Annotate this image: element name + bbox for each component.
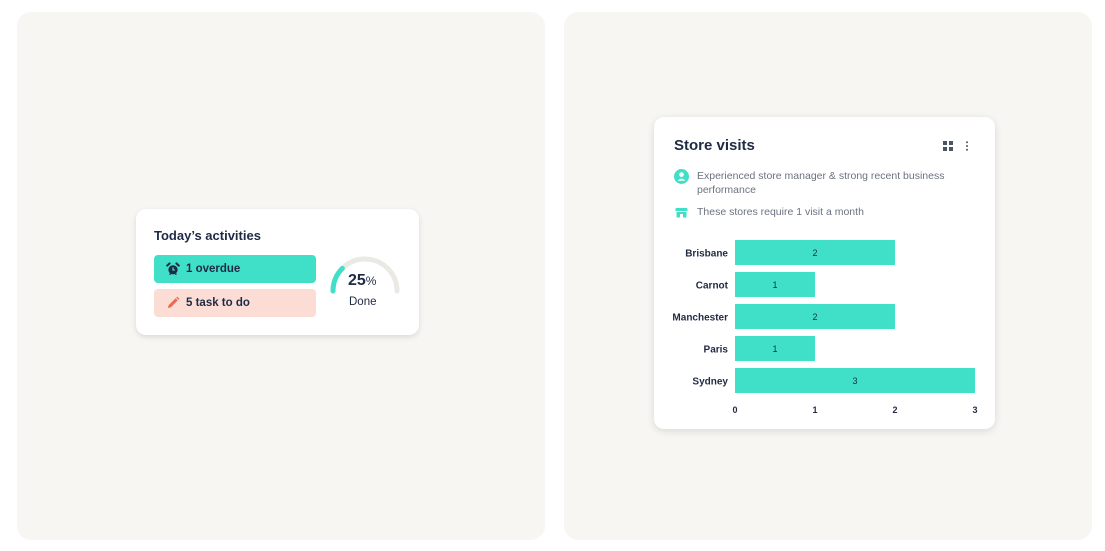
- activities-title: Today’s activities: [154, 228, 261, 243]
- x-tick-label: 0: [732, 405, 737, 415]
- frequency-note-text: These stores require 1 visit a month: [697, 206, 864, 218]
- progress-value: 25%: [348, 272, 377, 289]
- category-label: Paris: [704, 345, 729, 356]
- store-visits-card[interactable]: Store visits Experienced store manager &…: [654, 117, 995, 429]
- x-tick-label: 3: [972, 405, 977, 415]
- manager-note: Experienced store manager & strong recen…: [674, 169, 974, 197]
- category-label: Manchester: [672, 313, 728, 324]
- x-tick-label: 1: [812, 405, 817, 415]
- grid-icon[interactable]: [943, 141, 953, 151]
- category-label: Brisbane: [685, 249, 728, 260]
- todo-label: 5 task to do: [186, 297, 250, 309]
- alarm-clock-icon: [166, 262, 180, 276]
- store-visits-chart: Brisbane 2 Carnot 1 Manchester 2 Paris 1 Sydney 3…: [672, 240, 978, 415]
- progress-label: Done: [349, 296, 377, 308]
- left-panel: Today’s activities 1 overdue 5: [17, 12, 545, 540]
- bar-manchester[interactable]: [735, 304, 895, 329]
- bar-carnot[interactable]: [735, 272, 815, 297]
- category-label: Sydney: [692, 377, 728, 388]
- overdue-pill[interactable]: 1 overdue: [154, 255, 316, 283]
- store-icon: [675, 208, 688, 218]
- bar-value-label: 2: [812, 248, 817, 258]
- bar-brisbane[interactable]: [735, 240, 895, 265]
- more-vertical-icon[interactable]: [965, 141, 969, 151]
- pencil-icon: [166, 296, 180, 310]
- overdue-label: 1 overdue: [186, 263, 241, 275]
- bar-value-label: 2: [812, 312, 817, 322]
- bar-value-label: 1: [772, 344, 777, 354]
- progress-gauge: [330, 256, 400, 294]
- manager-note-text: Experienced store manager & strong recen…: [697, 170, 945, 196]
- bar-value-label: 1: [772, 280, 777, 290]
- category-label: Carnot: [696, 281, 729, 292]
- user-icon: [674, 169, 689, 184]
- bar-sydney[interactable]: [735, 368, 975, 393]
- todo-pill[interactable]: 5 task to do: [154, 289, 316, 317]
- x-tick-label: 2: [892, 405, 897, 415]
- right-panel: Store visits Experienced store manager &…: [564, 12, 1092, 540]
- frequency-note: These stores require 1 visit a month: [674, 205, 864, 220]
- bar-value-label: 3: [852, 376, 857, 386]
- todays-activities-card[interactable]: Today’s activities 1 overdue 5: [136, 209, 419, 335]
- store-visits-title: Store visits: [674, 137, 755, 154]
- bar-paris[interactable]: [735, 336, 815, 361]
- gauge-fill: [330, 265, 345, 294]
